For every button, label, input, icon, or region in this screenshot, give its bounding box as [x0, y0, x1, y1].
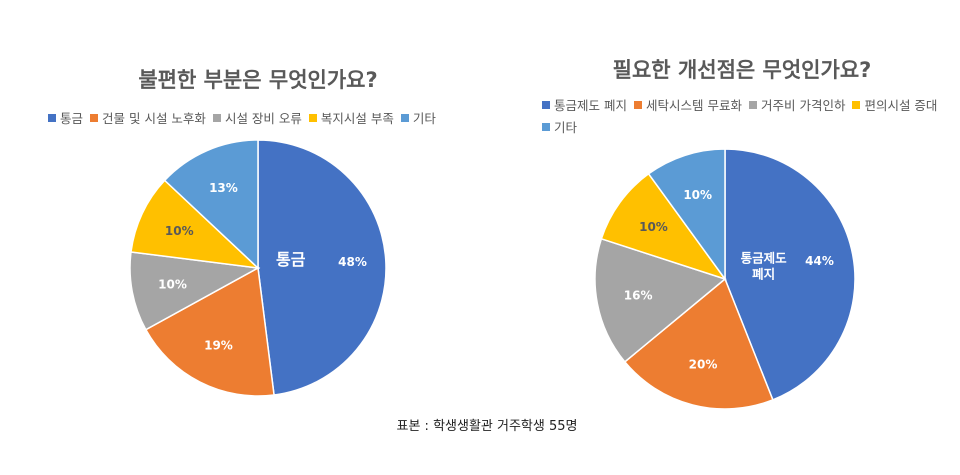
pie-svg: 44% 통금제도 폐지 20% 16% 10% 10% — [594, 148, 856, 410]
legend-label: 통금 — [60, 111, 84, 126]
pie-slice-2 — [623, 277, 774, 410]
data-label: 20% — [689, 358, 718, 372]
legend-label: 통금제도 폐지 — [554, 98, 627, 113]
legend-swatch — [308, 114, 317, 122]
pie-slice-1 — [724, 148, 856, 401]
pie-slice-5 — [163, 139, 259, 270]
legend-label: 건물 및 시설 노후화 — [102, 111, 206, 126]
legend-swatch — [633, 101, 642, 109]
source-note: 표본 : 학생생활관 거주학생 55명 — [0, 415, 960, 434]
legend-swatch — [90, 114, 99, 122]
data-label: 16% — [624, 289, 653, 303]
chart-inconvenience: 불편한 부분은 무엇인가요? 통금 건물 및 시설 노후화 시설 장비 오류 복지시설… — [48, 68, 436, 397]
legend-swatch — [542, 101, 550, 109]
legend-swatch — [48, 114, 56, 122]
legend-item: 복지시설 부족 — [308, 108, 394, 130]
data-label: 10% — [639, 220, 668, 234]
data-label: 10% — [683, 188, 712, 202]
legend-label: 편의시설 증대 — [864, 98, 938, 113]
pie-svg: 48% 통금 19% 10% 10% 13% — [129, 139, 387, 397]
legend-item: 통금 — [48, 108, 83, 130]
data-label: 19% — [204, 339, 233, 353]
source-text: 표본 : 학생생활관 거주학생 55명 — [396, 419, 578, 434]
legend-item: 편의시설 증대 — [852, 95, 937, 117]
pie-slice-3 — [594, 237, 727, 363]
legend-swatch — [400, 114, 409, 122]
pie-slice-1 — [257, 139, 387, 396]
chart-improvement: 필요한 개선점은 무엇인가요? 통금제도 폐지 세탁시스템 무료화 거주비 가격인하… — [480, 0, 960, 475]
legend-item: 건물 및 시설 노후화 — [90, 108, 206, 130]
pie-slice-4 — [600, 172, 727, 281]
data-label: 10% — [158, 277, 187, 291]
legend-item: 시설 장비 오류 — [212, 108, 302, 130]
data-label: 44% — [805, 254, 834, 268]
legend-swatch — [748, 101, 757, 109]
pie-slice-4 — [130, 179, 261, 270]
legend-swatch — [852, 101, 861, 109]
data-label: 10% — [165, 224, 194, 238]
pie-slice-5 — [647, 148, 726, 282]
pie-slice-2 — [144, 266, 275, 397]
legend-item: 거주비 가격인하 — [748, 95, 846, 117]
legend-label: 거주비 가격인하 — [760, 98, 846, 113]
legend-item: 세탁시스템 무료화 — [633, 95, 742, 117]
data-label: 13% — [209, 181, 238, 195]
inner-category-label: 통금 — [276, 250, 306, 269]
legend-swatch — [212, 114, 221, 122]
pie-slice-3 — [129, 251, 261, 331]
legend-label: 복지시설 부족 — [320, 111, 394, 126]
legend-item: 기타 — [542, 117, 577, 139]
legend-label: 기타 — [554, 120, 578, 135]
legend: 통금제도 폐지 세탁시스템 무료화 거주비 가격인하 편의시설 증대기타 — [542, 95, 960, 139]
legend-item: 기타 — [400, 108, 436, 130]
legend-label: 세탁시스템 무료화 — [645, 98, 742, 113]
inner-category-label: 통금제도 폐지 — [741, 250, 788, 281]
legend-label: 기타 — [412, 111, 436, 126]
data-label: 48% — [338, 255, 367, 269]
legend-swatch — [542, 123, 550, 131]
legend-label: 시설 장비 오류 — [224, 111, 302, 126]
chart-title: 필요한 개선점은 무엇인가요? — [612, 58, 872, 82]
chart-title: 불편한 부분은 무엇인가요? — [138, 68, 378, 92]
legend: 통금 건물 및 시설 노후화 시설 장비 오류 복지시설 부족 기타 — [48, 108, 488, 130]
legend-item: 통금제도 폐지 — [542, 95, 627, 117]
